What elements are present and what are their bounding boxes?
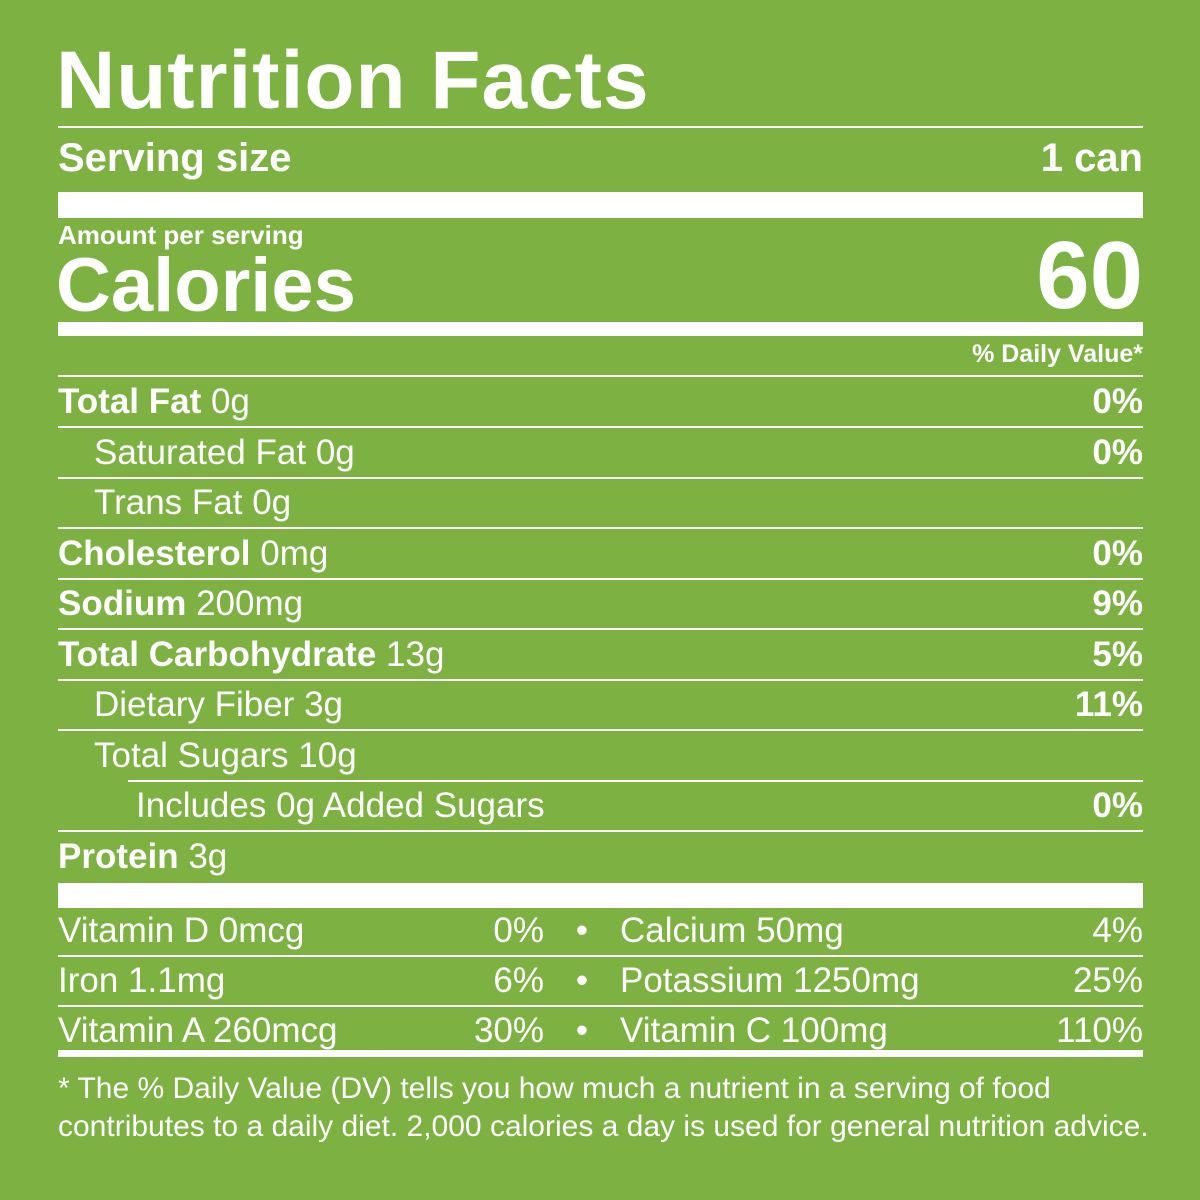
nutrient-amount: 3g xyxy=(304,685,343,724)
nutrient-name: Protein xyxy=(58,836,179,876)
nutrient-daily-value: 11% xyxy=(1074,685,1143,724)
medium-divider xyxy=(58,322,1143,336)
nutrient-name: Cholesterol xyxy=(58,533,251,573)
bullet-separator: • xyxy=(575,961,589,1000)
vitamin-cell: Vitamin D 0mcg 0% xyxy=(58,911,544,951)
vitamin-name: Potassium 1250mg xyxy=(620,961,920,1000)
nutrient-row: Total Fat 0g 0% xyxy=(58,377,1143,427)
vitamin-daily-value: 30% xyxy=(473,1011,544,1050)
divider xyxy=(58,1005,1143,1007)
serving-size-label: Serving size xyxy=(58,135,292,180)
divider xyxy=(58,126,1143,128)
nutrient-amount: 0mg xyxy=(260,533,329,573)
vitamin-daily-value: 0% xyxy=(493,911,544,950)
vitamin-daily-value: 4% xyxy=(1092,911,1143,950)
nutrient-label: Total Fat 0g xyxy=(58,382,250,422)
vitamin-cell: Calcium 50mg 4% xyxy=(620,911,1143,951)
nutrient-label: Protein 3g xyxy=(58,837,227,877)
vitamin-cell: Potassium 1250mg 25% xyxy=(620,961,1143,1001)
divider xyxy=(58,955,1143,957)
serving-size-value: 1 can xyxy=(1040,135,1143,180)
footnote-line: contributes to a daily diet. 2,000 calor… xyxy=(58,1110,1149,1143)
vitamin-row: Vitamin A 260mcg 30% • Vitamin C 100mg 110% xyxy=(58,1006,1143,1056)
thick-divider xyxy=(58,883,1143,908)
divider xyxy=(58,1050,1143,1057)
nutrient-row: Total Sugars 10g xyxy=(58,731,1143,781)
nutrient-amount: 0g xyxy=(252,483,292,522)
divider xyxy=(58,830,1143,832)
nutrient-name: Dietary Fiber xyxy=(94,685,295,724)
nutrient-name: Total Carbohydrate xyxy=(58,634,377,674)
nutrient-row: Cholesterol 0mg 0% xyxy=(58,529,1143,579)
nutrient-name: Trans Fat xyxy=(94,483,243,522)
calories-value: 60 xyxy=(1036,222,1143,329)
vitamin-daily-value: 110% xyxy=(1056,1011,1143,1050)
nutrient-label: Saturated Fat 0g xyxy=(58,433,355,473)
vitamin-name: Iron 1.1mg xyxy=(58,961,226,1000)
daily-value-header: % Daily Value* xyxy=(972,340,1143,368)
nutrient-row: Protein 3g xyxy=(58,832,1143,882)
nutrient-label: Includes 0g Added Sugars xyxy=(58,786,545,826)
label-title: Nutrition Facts xyxy=(56,35,650,126)
footnote: * The % Daily Value (DV) tells you how m… xyxy=(58,1070,1158,1146)
thick-divider xyxy=(58,192,1143,218)
nutrient-daily-value: 0% xyxy=(1092,432,1143,472)
nutrient-daily-value: 5% xyxy=(1092,634,1143,674)
divider xyxy=(58,577,1143,580)
vitamin-name: Calcium 50mg xyxy=(620,911,844,950)
nutrient-amount: 3g xyxy=(188,836,228,876)
nutrient-name: Includes 0g Added Sugars xyxy=(136,786,545,825)
nutrient-amount: 0g xyxy=(315,432,355,472)
nutrient-amount: 0g xyxy=(210,382,250,421)
nutrient-label: Total Sugars 10g xyxy=(58,736,357,776)
nutrient-daily-value: 0% xyxy=(1092,382,1143,421)
divider xyxy=(58,678,1143,681)
nutrient-row: Saturated Fat 0g 0% xyxy=(58,428,1143,478)
nutrient-daily-value: 0% xyxy=(1092,533,1143,573)
serving-size-row: Serving size 1 can xyxy=(58,133,1143,183)
nutrient-name: Saturated Fat xyxy=(94,432,307,472)
vitamin-cell: Vitamin A 260mcg 30% xyxy=(58,1011,544,1051)
vitamin-daily-value: 6% xyxy=(493,961,544,1000)
bullet-separator: • xyxy=(575,911,589,950)
nutrient-name: Total Sugars xyxy=(94,735,289,775)
divider xyxy=(58,729,1143,731)
vitamin-name: Vitamin C 100mg xyxy=(620,1011,888,1050)
footnote-line: * The % Daily Value (DV) tells you how m… xyxy=(58,1072,1051,1105)
divider xyxy=(58,527,1143,529)
nutrient-amount: 10g xyxy=(298,735,357,775)
vitamin-daily-value: 25% xyxy=(1072,961,1143,1000)
divider xyxy=(128,779,1143,782)
vitamin-cell: Iron 1.1mg 6% xyxy=(58,961,544,1001)
nutrient-row: Total Carbohydrate 13g 5% xyxy=(58,630,1143,680)
nutrient-label: Sodium 200mg xyxy=(58,584,303,624)
nutrient-label: Cholesterol 0mg xyxy=(58,534,328,574)
nutrient-name: Total Fat xyxy=(58,382,202,421)
nutrient-label: Dietary Fiber 3g xyxy=(58,685,343,725)
nutrient-amount: 200mg xyxy=(196,584,304,623)
nutrient-amount: 13g xyxy=(386,634,445,674)
nutrient-row: Dietary Fiber 3g 11% xyxy=(58,680,1143,730)
nutrient-row: Sodium 200mg 9% xyxy=(58,579,1143,629)
divider xyxy=(58,476,1143,479)
nutrient-label: Trans Fat 0g xyxy=(58,483,291,523)
nutrient-daily-value: 9% xyxy=(1092,584,1143,623)
nutrient-daily-value: 0% xyxy=(1092,786,1143,825)
vitamin-cell: Vitamin C 100mg 110% xyxy=(620,1011,1143,1051)
bullet-separator: • xyxy=(575,1011,589,1050)
calories-label: Calories xyxy=(56,243,356,328)
vitamin-name: Vitamin D 0mcg xyxy=(58,911,305,950)
divider xyxy=(58,375,1143,377)
nutrient-label: Total Carbohydrate 13g xyxy=(58,635,444,675)
vitamin-row: Iron 1.1mg 6% • Potassium 1250mg 25% xyxy=(58,956,1143,1006)
divider xyxy=(58,628,1143,630)
vitamin-name: Vitamin A 260mcg xyxy=(58,1011,338,1050)
nutrient-row: Trans Fat 0g xyxy=(58,478,1143,528)
divider xyxy=(58,426,1143,428)
vitamin-row: Vitamin D 0mcg 0% • Calcium 50mg 4% xyxy=(58,906,1143,956)
nutrient-row: Includes 0g Added Sugars 0% xyxy=(58,781,1143,831)
nutrient-name: Sodium xyxy=(58,584,187,623)
amount-per-serving: Amount per serving xyxy=(58,220,304,250)
